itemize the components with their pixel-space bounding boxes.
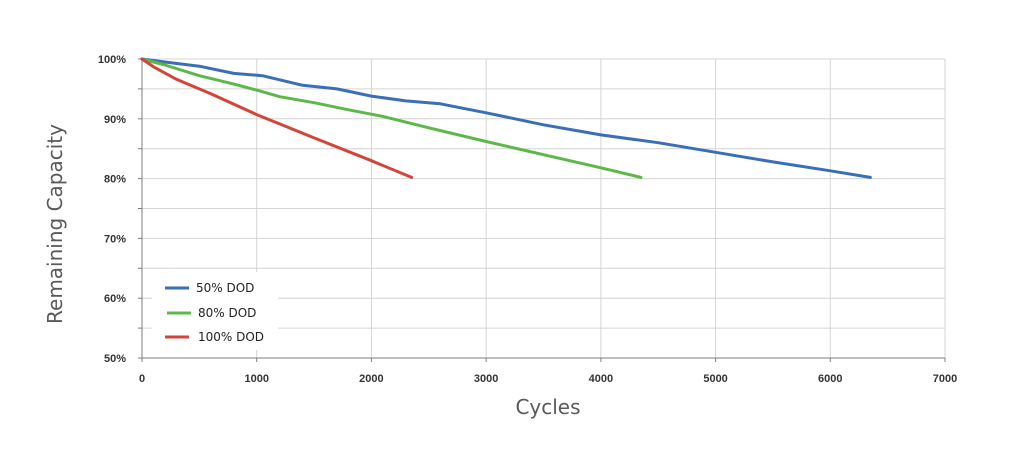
series-line-100-dod: [140, 57, 414, 179]
y-tick-label: 80%: [104, 174, 126, 186]
x-tick-label: 7000: [933, 373, 957, 385]
x-tick-label: 3000: [474, 373, 498, 385]
legend-label: 80% DOD: [198, 306, 256, 320]
legend: 50% DOD 80% DOD 100% DOD: [152, 272, 278, 350]
x-tick-labels: 0 1000 2000 3000 4000 5000 6000 7000: [139, 373, 957, 385]
series-line-80-dod: [140, 57, 643, 179]
axes: [138, 58, 946, 362]
grid: [142, 58, 946, 358]
y-tick-label: 60%: [104, 293, 126, 305]
x-tick-label: 0: [139, 373, 145, 385]
y-tick-label: 100%: [98, 54, 126, 66]
x-tick-label: 4000: [589, 373, 613, 385]
y-tick-label: 90%: [104, 114, 126, 126]
x-tick-label: 6000: [818, 373, 842, 385]
y-tick-labels: 50% 60% 70% 80% 90% 100%: [98, 54, 126, 365]
series-line-50-dod: [140, 57, 872, 179]
legend-label: 100% DOD: [198, 330, 264, 344]
x-tick-label: 5000: [703, 373, 727, 385]
y-axis-title: Remaining Capacity: [43, 124, 67, 324]
x-tick-label: 1000: [244, 373, 268, 385]
legend-label: 50% DOD: [196, 281, 254, 295]
x-tick-label: 2000: [359, 373, 383, 385]
series-lines: [140, 57, 872, 179]
y-tick-label: 70%: [104, 233, 126, 245]
x-axis-title: Cycles: [515, 395, 580, 419]
y-tick-label: 50%: [104, 353, 126, 365]
